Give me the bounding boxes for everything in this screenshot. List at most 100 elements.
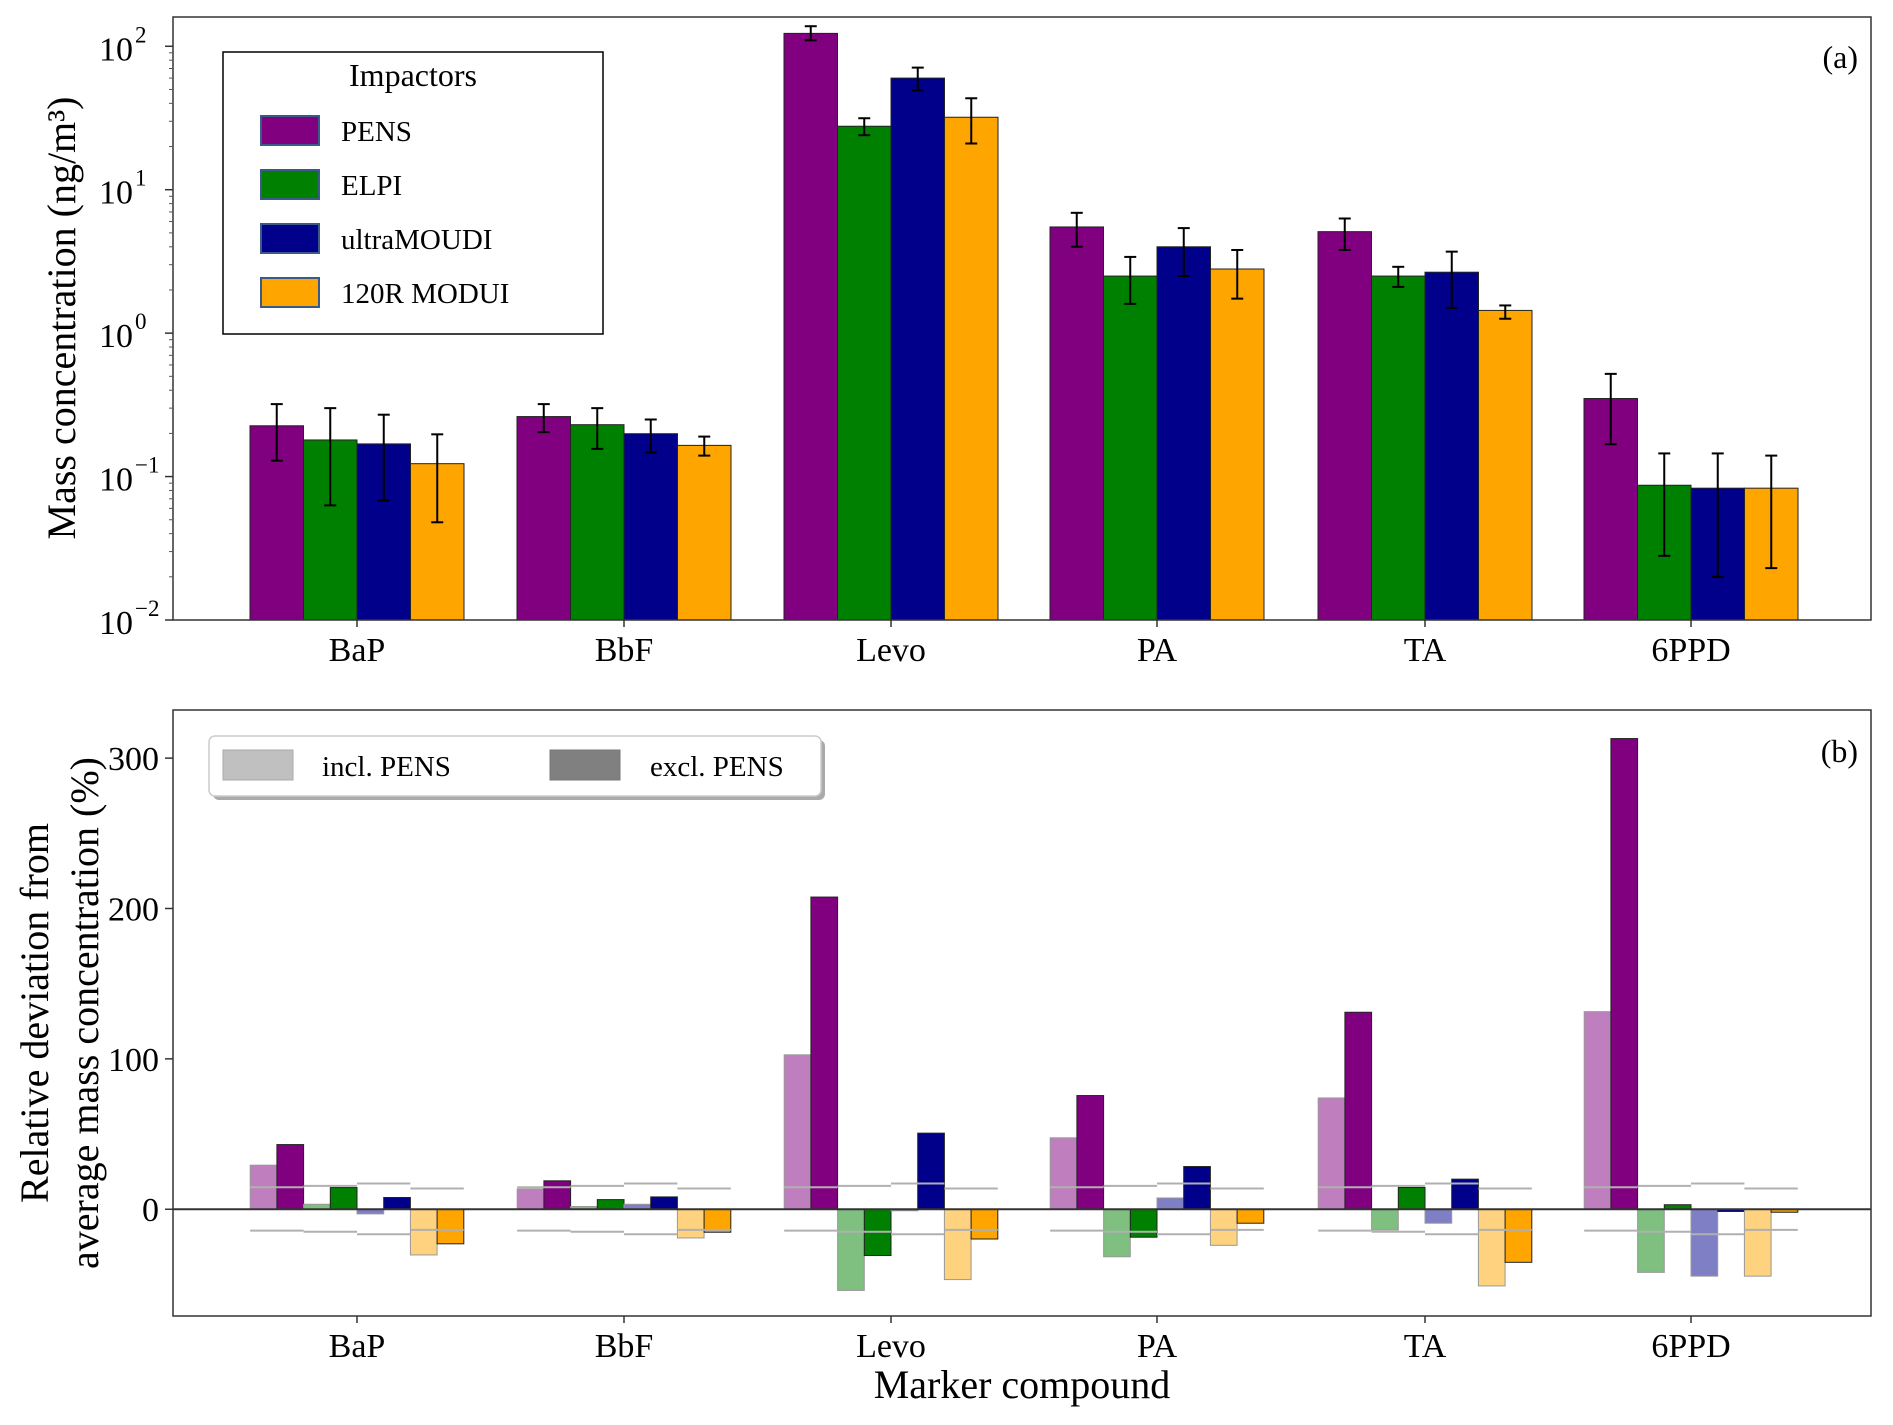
panel-b-bars	[249, 738, 1799, 1291]
x-tick-label: TA	[1404, 632, 1447, 669]
bar-excl-pens-levo	[810, 896, 839, 1210]
panel-b-x-ticks: BaP BbF Levo PA TA 6PPD	[329, 1316, 1731, 1365]
bar-elpi-bbf	[570, 424, 625, 621]
y-tick-label-exp: 0	[135, 309, 147, 334]
x-tick-label: PA	[1137, 632, 1178, 669]
legend-swatch-elpi	[260, 169, 320, 200]
panel-b: 0 100 200 300 BaP BbF Levo PA TA 6PPD Relative d…	[12, 709, 1872, 1407]
panel-a-error-bars	[270, 25, 1778, 578]
bar-pens-pa	[1049, 226, 1104, 621]
y-tick-label-exp: 1	[135, 166, 147, 191]
y-tick-label-base: 10	[99, 462, 133, 499]
y-tick-label: 300	[108, 741, 159, 778]
bar-pens-bbf	[516, 416, 571, 621]
bar-excl-120r-modui-levo	[970, 1208, 999, 1240]
bar-incl-ultramoudi-pa	[1156, 1197, 1185, 1210]
bar-incl-pens-ta	[1317, 1097, 1346, 1210]
bar-incl-elpi-pa	[1103, 1208, 1131, 1258]
bar-120r-modui-ta	[1478, 309, 1533, 621]
panel-a-ylabel: Mass concentration (ng/m³)	[39, 97, 84, 540]
panel-b-xlabel: Marker compound	[874, 1362, 1171, 1407]
bar-incl-elpi-levo	[837, 1208, 865, 1291]
y-tick-label: 200	[108, 891, 159, 928]
bar-120r-modui-pa	[1210, 268, 1265, 621]
bar-incl-120r-modui-6ppd	[1743, 1208, 1772, 1277]
legend-label: ELPI	[341, 170, 402, 202]
bar-incl-120r-modui-pa	[1209, 1208, 1238, 1246]
legend-label: 120R MODUI	[341, 278, 509, 310]
bar-elpi-levo	[837, 125, 892, 621]
panel-b-label: (b)	[1821, 733, 1858, 769]
bar-120r-modui-levo	[944, 116, 999, 621]
panel-a-frame	[172, 16, 1872, 621]
y-tick-label: 0	[142, 1192, 159, 1229]
x-tick-label: BbF	[595, 632, 654, 669]
panel-b-ylabel-line1: Relative deviation from	[12, 823, 57, 1203]
legend-swatch-120r-modui	[260, 277, 320, 308]
bar-incl-120r-modui-bbf	[676, 1208, 705, 1239]
bar-incl-pens-6ppd	[1583, 1011, 1612, 1210]
bar-excl-ultramoudi-bap	[383, 1197, 411, 1210]
bar-excl-pens-pa	[1076, 1095, 1105, 1210]
bar-ultramoudi-ta	[1424, 271, 1479, 621]
legend-label: ultraMOUDI	[341, 224, 492, 256]
panel-b-frame	[172, 709, 1872, 1317]
x-tick-label: 6PPD	[1651, 632, 1730, 669]
legend-swatch-incl	[222, 749, 294, 781]
bar-excl-elpi-bbf	[596, 1199, 625, 1210]
bar-excl-elpi-pa	[1129, 1208, 1158, 1238]
x-tick-label: BaP	[329, 1328, 386, 1365]
x-tick-label: TA	[1404, 1328, 1447, 1365]
x-tick-label: Levo	[856, 632, 926, 669]
bar-elpi-ta	[1371, 275, 1426, 621]
panel-b-y-ticks: 0 100 200 300	[108, 741, 173, 1229]
panel-a-bars	[249, 32, 1799, 621]
bar-ultramoudi-pa	[1156, 246, 1211, 621]
bar-incl-120r-modui-bap	[409, 1208, 438, 1256]
bar-excl-pens-bap	[276, 1144, 305, 1210]
bar-incl-ultramoudi-ta	[1424, 1208, 1453, 1224]
legend-swatch-ultramoudi	[260, 223, 320, 254]
x-tick-label: BaP	[329, 632, 386, 669]
legend-title: Impactors	[349, 57, 477, 93]
bar-incl-pens-bbf	[516, 1188, 545, 1210]
y-tick-label-exp: −1	[135, 453, 159, 478]
bar-excl-ultramoudi-levo	[917, 1132, 945, 1210]
y-tick-label: 100	[108, 1042, 159, 1079]
bar-incl-elpi-6ppd	[1637, 1208, 1665, 1273]
bar-excl-pens-6ppd	[1610, 738, 1639, 1210]
y-tick-label-base: 10	[99, 605, 133, 642]
legend-label-incl: incl. PENS	[322, 751, 451, 783]
legend-box	[208, 735, 822, 797]
legend-swatch-excl	[549, 749, 621, 781]
panel-a-label: (a)	[1822, 39, 1858, 75]
bar-excl-ultramoudi-pa	[1183, 1166, 1211, 1210]
bar-incl-120r-modui-levo	[943, 1208, 972, 1281]
bar-incl-120r-modui-ta	[1477, 1208, 1506, 1287]
bar-incl-elpi-ta	[1371, 1208, 1399, 1231]
bar-incl-pens-levo	[783, 1054, 812, 1210]
bar-pens-ta	[1317, 231, 1372, 621]
bar-excl-elpi-ta	[1397, 1186, 1426, 1210]
bar-pens-levo	[783, 32, 838, 621]
legend-swatch-pens	[260, 115, 320, 146]
x-tick-label: 6PPD	[1651, 1328, 1730, 1365]
y-tick-label-base: 10	[99, 175, 133, 212]
panel-b-legend: incl. PENS excl. PENS	[208, 735, 825, 800]
x-tick-label: BbF	[595, 1328, 654, 1365]
y-tick-label-exp: 2	[135, 22, 147, 47]
bar-ultramoudi-bbf	[623, 433, 678, 621]
bar-excl-elpi-bap	[329, 1187, 358, 1210]
bar-elpi-pa	[1103, 275, 1158, 621]
bar-excl-120r-modui-ta	[1504, 1208, 1533, 1263]
panel-a-legend: Impactors PENS ELPI ultraMOUDI 120R MODUI	[222, 51, 604, 335]
y-tick-label-base: 10	[99, 31, 133, 68]
bar-incl-ultramoudi-6ppd	[1690, 1208, 1719, 1277]
bar-excl-pens-ta	[1344, 1011, 1373, 1210]
y-tick-label-base: 10	[99, 318, 133, 355]
panel-b-threshold-lines	[250, 1182, 1798, 1236]
legend-label-excl: excl. PENS	[650, 751, 784, 783]
